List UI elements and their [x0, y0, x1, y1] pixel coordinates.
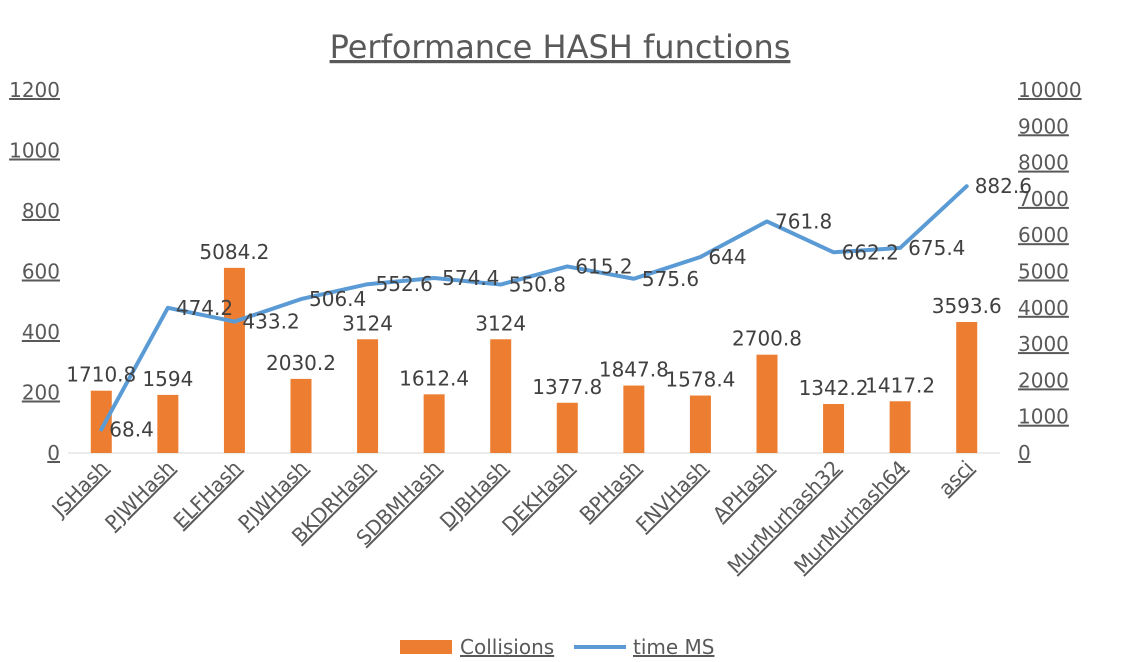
- bar-collisions: [157, 394, 179, 453]
- left-axis-tick: 1200: [9, 78, 60, 102]
- legend-collisions-label: Collisions: [460, 635, 554, 659]
- category-labels: JSHashPJWHashELFHashPJWHashBKDRHashSDBMH…: [46, 456, 979, 579]
- bar-collisions: [756, 354, 778, 453]
- right-axis: 0 1000 2000 3000 4000 5000 6000 7000 8000 9000 100…: [1018, 78, 1082, 465]
- bar-data-label: 1710.8: [66, 363, 136, 387]
- right-axis-tick: 3000: [1018, 332, 1069, 356]
- bar-data-label: 5084.2: [199, 240, 269, 264]
- category-label: JSHash: [46, 456, 113, 523]
- line-data-label: 474.2: [176, 296, 233, 320]
- line-data-label: 662.2: [842, 240, 899, 264]
- chart-title: Performance HASH functions: [330, 28, 791, 66]
- bar-collisions: [889, 401, 911, 453]
- left-axis-tick: 0: [47, 441, 60, 465]
- right-axis-tick: 4000: [1018, 296, 1069, 320]
- right-axis-tick: 0: [1018, 441, 1031, 465]
- line-data-label: 574.4: [442, 266, 499, 290]
- category-label: PJWHash: [100, 456, 179, 535]
- bar-collisions: [689, 395, 711, 453]
- bar-collisions: [956, 322, 978, 453]
- bar-collisions: [90, 390, 112, 453]
- bar-data-label: 1578.4: [665, 368, 735, 392]
- line-data-label: 615.2: [575, 254, 632, 278]
- bar-collisions: [290, 378, 312, 453]
- left-axis-tick: 800: [22, 199, 60, 223]
- bar-collisions: [823, 403, 845, 453]
- legend-time-ms-label: time MS: [633, 635, 715, 659]
- line-data-label: 675.4: [908, 236, 965, 260]
- category-label: FNVHash: [631, 456, 712, 537]
- line-data-label: 550.8: [509, 273, 566, 297]
- legend: Collisions time MS: [400, 635, 715, 659]
- right-axis-tick: 9000: [1018, 114, 1069, 138]
- category-label: MurMurhash32: [722, 456, 845, 579]
- right-axis-tick: 2000: [1018, 368, 1069, 392]
- bar-collisions: [223, 267, 245, 453]
- line-time-ms: [99, 184, 969, 432]
- bar-data-label: 1612.4: [399, 366, 469, 390]
- time-ms-line: [99, 184, 969, 432]
- left-axis-tick: 600: [22, 260, 60, 284]
- right-axis-tick: 6000: [1018, 223, 1069, 247]
- legend-collisions-swatch: [400, 640, 452, 654]
- category-label: asci: [934, 456, 979, 501]
- line-data-label: 552.6: [376, 272, 433, 296]
- bar-collisions: [490, 339, 512, 453]
- line-data-label: 506.4: [309, 287, 366, 311]
- bar-data-label: 1594: [142, 367, 193, 391]
- bar-data-label: 2030.2: [266, 351, 336, 375]
- right-axis-tick: 5000: [1018, 260, 1069, 284]
- line-data-label: 761.8: [775, 209, 832, 233]
- category-label: MurMurhash64: [789, 456, 912, 579]
- data-labels: 1710.8 15945084.22030.231241612.431241377…: [66, 174, 1032, 441]
- bar-data-label: 1377.8: [532, 375, 602, 399]
- left-axis: 0 200 400 600 800 1000 1200: [9, 78, 60, 465]
- bar-data-label: 1847.8: [599, 358, 669, 382]
- bar-data-label: 3593.6: [932, 294, 1002, 318]
- line-data-label: 644: [708, 245, 746, 269]
- left-axis-tick: 400: [22, 320, 60, 344]
- bar-data-label: 3124: [475, 311, 526, 335]
- line-data-label: 433.2: [242, 310, 299, 334]
- bar-data-label: 3124: [342, 311, 393, 335]
- right-axis-tick: 1000: [1018, 405, 1069, 429]
- bar-collisions: [623, 385, 645, 453]
- right-axis-tick: 7000: [1018, 187, 1069, 211]
- category-label: ELFHash: [168, 456, 246, 534]
- category-label: DEKHash: [497, 456, 579, 538]
- bar-collisions: [556, 402, 578, 453]
- line-data-label: 575.6: [642, 267, 699, 291]
- bar-data-label: 1342.2: [799, 376, 869, 400]
- bar-collisions: [423, 394, 445, 453]
- bar-data-label: 2700.8: [732, 327, 802, 351]
- bar-data-label: 1417.2: [865, 373, 935, 397]
- collisions-bars: [90, 267, 978, 453]
- bar-collisions: [357, 339, 379, 453]
- right-axis-tick: 8000: [1018, 151, 1069, 175]
- left-axis-tick: 1000: [9, 139, 60, 163]
- left-axis-tick: 200: [22, 381, 60, 405]
- right-axis-tick: 10000: [1018, 78, 1082, 102]
- line-data-label: 882.6: [975, 174, 1032, 198]
- line-data-label: 68.4: [109, 417, 154, 441]
